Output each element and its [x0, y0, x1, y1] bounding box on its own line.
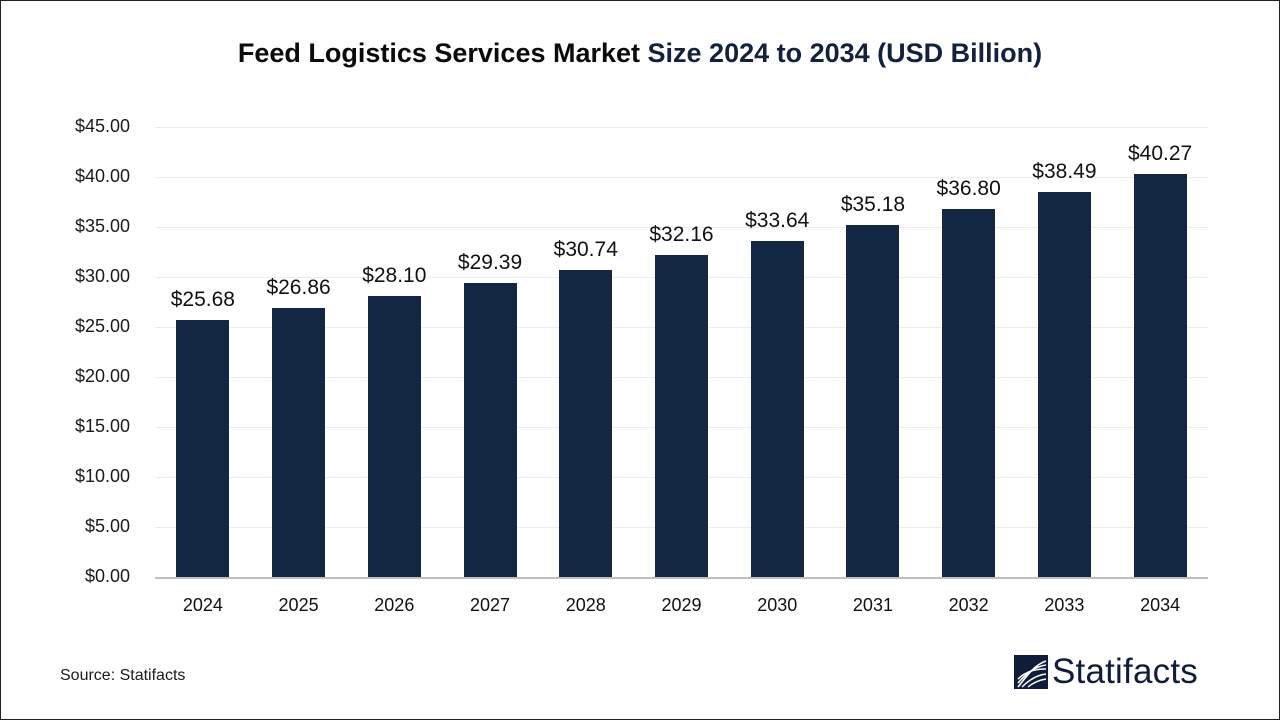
y-tick-label: $5.00 — [84, 516, 130, 536]
bar-2026[interactable] — [367, 296, 421, 577]
x-tick-label: 2029 — [661, 595, 702, 615]
y-tick-label: $30.00 — [74, 266, 130, 286]
y-tick-label: $20.00 — [74, 366, 130, 386]
bar-value-label: $40.27 — [1128, 142, 1193, 166]
bar-2033[interactable] — [1037, 192, 1091, 577]
gridline — [155, 127, 1208, 128]
x-axis-line — [155, 577, 1208, 579]
bar-value-label: $33.64 — [745, 208, 810, 232]
y-tick-label: $45.00 — [74, 116, 130, 136]
y-tick-label: $0.00 — [84, 566, 130, 586]
y-tick-label: $15.00 — [74, 416, 130, 436]
x-tick-label: 2034 — [1140, 595, 1181, 615]
bar-2030[interactable] — [750, 240, 804, 577]
gridline — [155, 227, 1208, 228]
x-tick-label: 2024 — [182, 595, 223, 615]
x-tick-label: 2025 — [278, 595, 319, 615]
x-tick-label: 2028 — [565, 595, 606, 615]
x-tick-label: 2032 — [948, 595, 989, 615]
bar-2024[interactable] — [176, 320, 230, 577]
y-tick-label: $25.00 — [74, 316, 130, 336]
bar-2025[interactable] — [272, 308, 326, 577]
bar-2034[interactable] — [1133, 174, 1187, 577]
source-note: Source: Statifacts — [60, 667, 186, 684]
title-part-1: Feed Logistics Services Market — [237, 38, 648, 68]
bar-value-label: $25.68 — [170, 288, 235, 312]
title-part-2: Size 2024 to 2034 (USD Billion) — [647, 38, 1043, 68]
bar-2031[interactable] — [846, 225, 900, 577]
statifacts-logo: Statifacts — [1014, 652, 1198, 692]
bar-value-label: $35.18 — [840, 193, 906, 217]
y-tick-label: $10.00 — [74, 466, 130, 486]
bar-2032[interactable] — [942, 209, 996, 577]
x-tick-label: 2026 — [374, 595, 415, 615]
bar-value-label: $36.80 — [936, 177, 1001, 200]
y-tick-label: $35.00 — [74, 216, 130, 236]
bar-value-label: $30.74 — [553, 237, 618, 261]
x-tick-label: 2027 — [470, 595, 511, 615]
bar-value-label: $32.16 — [649, 223, 714, 247]
gridline — [155, 177, 1208, 178]
x-tick-label: 2031 — [852, 595, 893, 615]
x-tick-label: 2033 — [1044, 595, 1085, 615]
chart-title: Feed Logistics Services Market Size 2024… — [0, 38, 1280, 69]
bar-value-label: $38.49 — [1032, 160, 1097, 184]
bar-2029[interactable] — [655, 255, 708, 577]
bar-2027[interactable] — [463, 283, 517, 577]
bar-2028[interactable] — [559, 269, 613, 577]
logo-text: Statifacts — [1052, 652, 1198, 691]
y-tick-label: $40.00 — [74, 166, 130, 186]
x-tick-label: 2030 — [757, 595, 798, 615]
bar-value-label: $29.39 — [457, 251, 523, 275]
bar-value-label: $28.10 — [362, 264, 427, 287]
statifacts-logo-icon — [1014, 655, 1048, 689]
bar-value-label: $26.86 — [266, 276, 331, 300]
